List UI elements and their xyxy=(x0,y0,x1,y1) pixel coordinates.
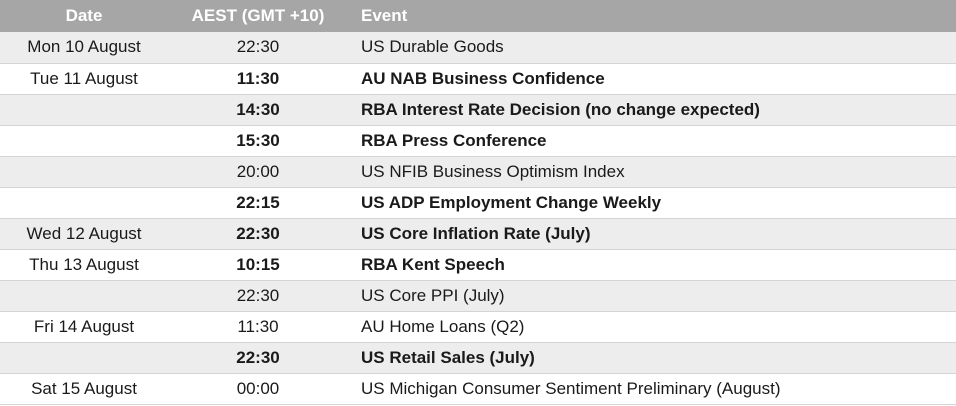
row-event: US Core PPI (July) xyxy=(361,285,505,305)
table-row: 22:30 US Core PPI (July) xyxy=(0,280,956,311)
row-event: US Retail Sales (July) xyxy=(361,347,535,367)
row-time: 22:30 xyxy=(236,347,280,367)
row-date: Sat 15 August xyxy=(31,378,137,398)
table-row: Sat 15 August 00:00 US Michigan Consumer S… xyxy=(0,373,956,404)
row-time: 20:00 xyxy=(236,161,280,181)
row-event: AU Home Loans (Q2) xyxy=(361,316,525,336)
row-event: RBA Press Conference xyxy=(361,130,547,150)
table-row: Fri 14 August 11:30 AU Home Loans (Q2) xyxy=(0,311,956,342)
table-header: Date AEST (GMT +10) Event xyxy=(0,0,956,32)
row-date: Wed 12 August xyxy=(26,223,142,243)
header-time: AEST (GMT +10) xyxy=(191,6,325,25)
row-time: 11:30 xyxy=(236,68,280,88)
table-body: Mon 10 August 22:30 US Durable Goods Tue 11… xyxy=(0,32,956,404)
table-row: Mon 10 August 22:30 US Durable Goods xyxy=(0,32,956,63)
table-row: 22:30 US Retail Sales (July) xyxy=(0,342,956,373)
row-time: 22:15 xyxy=(236,192,280,212)
row-date: Tue 11 August xyxy=(30,68,138,88)
header-event: Event xyxy=(361,6,408,25)
row-date xyxy=(0,125,168,156)
row-date xyxy=(0,342,168,373)
table-row: 15:30 RBA Press Conference xyxy=(0,125,956,156)
row-event: US Durable Goods xyxy=(361,37,504,57)
row-date xyxy=(0,187,168,218)
row-time: 15:30 xyxy=(236,130,280,150)
table-row: 22:15 US ADP Employment Change Weekly xyxy=(0,187,956,218)
header-date: Date xyxy=(65,6,103,25)
row-time: 22:30 xyxy=(236,37,280,57)
table-row: Thu 13 August 10:15 RBA Kent Speech xyxy=(0,249,956,280)
row-date: Fri 14 August xyxy=(33,316,135,336)
row-date: Mon 10 August xyxy=(27,37,141,57)
row-event: US Michigan Consumer Sentiment Prelimina… xyxy=(361,378,781,398)
row-date xyxy=(0,280,168,311)
row-date: Thu 13 August xyxy=(29,254,139,274)
table-row: 20:00 US NFIB Business Optimism Index xyxy=(0,156,956,187)
row-time: 11:30 xyxy=(237,316,279,336)
row-event: AU NAB Business Confidence xyxy=(361,68,605,88)
row-event: RBA Kent Speech xyxy=(361,254,505,274)
table-row: 14:30 RBA Interest Rate Decision (no chan… xyxy=(0,94,956,125)
row-event: US ADP Employment Change Weekly xyxy=(361,192,662,212)
row-time: 22:30 xyxy=(236,285,280,305)
row-date xyxy=(0,156,168,187)
row-event: US NFIB Business Optimism Index xyxy=(361,161,625,181)
row-time: 00:00 xyxy=(236,378,280,398)
row-event: RBA Interest Rate Decision (no change ex… xyxy=(361,99,760,119)
row-event: US Core Inflation Rate (July) xyxy=(361,223,591,243)
table-row: Tue 11 August 11:30 AU NAB Business Confid… xyxy=(0,63,956,94)
row-time: 14:30 xyxy=(236,99,280,119)
table-row: Wed 12 August 22:30 US Core Inflation Rate… xyxy=(0,218,956,249)
header-row: Date AEST (GMT +10) Event xyxy=(0,0,956,32)
row-date xyxy=(0,94,168,125)
row-time: 22:30 xyxy=(236,223,280,243)
row-time: 10:15 xyxy=(236,254,280,274)
